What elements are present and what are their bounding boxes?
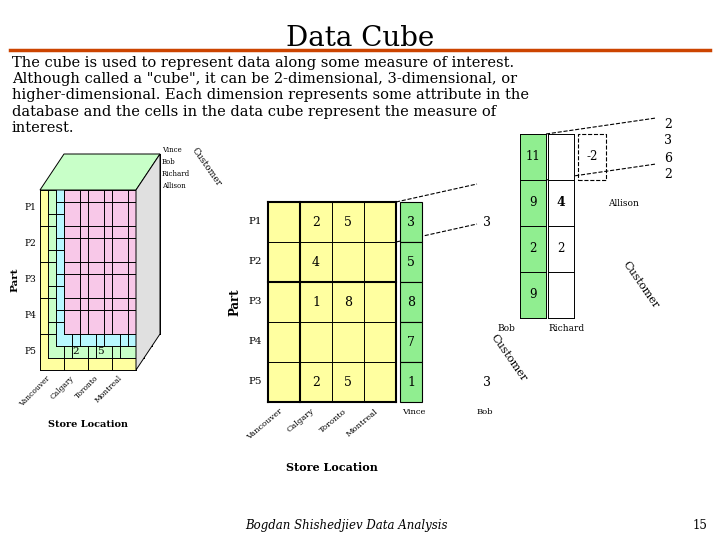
Text: Calgary: Calgary [286, 407, 316, 434]
Text: 5: 5 [344, 215, 352, 228]
Text: P4: P4 [24, 312, 36, 321]
Text: 2: 2 [529, 242, 536, 255]
Text: 11: 11 [526, 151, 541, 164]
Text: P3: P3 [24, 275, 36, 285]
Text: Customer: Customer [489, 333, 528, 383]
Text: 2: 2 [312, 375, 320, 388]
Text: 3: 3 [664, 134, 672, 147]
Text: Allison: Allison [162, 183, 186, 191]
Text: 1: 1 [312, 295, 320, 308]
Text: Vince: Vince [402, 408, 426, 416]
Text: P4: P4 [248, 338, 262, 347]
Bar [268, 202, 396, 402]
Text: 2: 2 [557, 242, 564, 255]
Text: Bob: Bob [162, 158, 176, 166]
Text: 6: 6 [664, 152, 672, 165]
Text: Data Cube: Data Cube [286, 25, 434, 52]
Text: 8: 8 [344, 295, 352, 308]
Text: 4: 4 [73, 240, 79, 248]
Text: P1: P1 [24, 204, 36, 213]
Text: 5: 5 [407, 255, 415, 268]
Text: Customer: Customer [621, 259, 661, 310]
Text: Vancouver: Vancouver [18, 374, 52, 408]
Text: Store Location: Store Location [48, 420, 128, 429]
Text: Bogdan Shishedjiev Data Analysis: Bogdan Shishedjiev Data Analysis [245, 519, 448, 532]
Text: 3: 3 [483, 215, 491, 228]
Text: Richard: Richard [548, 324, 584, 333]
Text: Bob: Bob [477, 408, 493, 416]
Text: Part: Part [11, 268, 19, 292]
Text: The cube is used to represent data along some measure of interest.
Although call: The cube is used to represent data along… [12, 56, 529, 135]
Text: 2: 2 [73, 348, 79, 356]
Text: Vince: Vince [162, 146, 181, 154]
Text: P3: P3 [248, 298, 262, 307]
Text: Toronto: Toronto [318, 407, 348, 434]
Text: P2: P2 [248, 258, 262, 267]
Text: 1: 1 [73, 275, 79, 285]
Text: P5: P5 [24, 348, 36, 356]
Text: Customer: Customer [190, 146, 223, 188]
Text: Bob: Bob [497, 324, 515, 333]
Text: Montreal: Montreal [345, 407, 380, 438]
Text: 5: 5 [96, 204, 103, 213]
Polygon shape [40, 154, 160, 190]
Text: Store Location: Store Location [286, 462, 378, 473]
Text: Allison: Allison [608, 199, 639, 207]
Text: 2: 2 [312, 215, 320, 228]
Text: 15: 15 [693, 519, 708, 532]
Text: 8: 8 [407, 295, 415, 308]
Text: P1: P1 [248, 218, 262, 226]
Text: 1: 1 [407, 375, 415, 388]
Bar [400, 242, 422, 282]
Bar [400, 202, 422, 242]
Bar [548, 134, 574, 318]
Bar [56, 166, 152, 346]
Text: Toronto: Toronto [73, 374, 100, 401]
Text: 9: 9 [529, 197, 536, 210]
Text: P2: P2 [24, 240, 36, 248]
Bar [578, 134, 606, 180]
Text: 4: 4 [312, 255, 320, 268]
Bar [520, 134, 546, 318]
Text: 3: 3 [483, 375, 491, 388]
Polygon shape [136, 154, 160, 370]
Bar [400, 362, 422, 402]
Bar [400, 322, 422, 362]
Text: 2: 2 [73, 204, 79, 213]
Text: 7: 7 [407, 335, 415, 348]
Bar [40, 190, 136, 370]
Bar [48, 178, 144, 358]
Text: -2: -2 [586, 151, 598, 164]
Text: 9: 9 [529, 288, 536, 301]
Text: Montreal: Montreal [94, 374, 124, 404]
Text: Calgary: Calgary [49, 374, 76, 401]
Text: 5: 5 [96, 348, 103, 356]
Text: 2: 2 [664, 118, 672, 131]
Text: P5: P5 [248, 377, 262, 387]
Text: 3: 3 [407, 215, 415, 228]
Bar [64, 154, 160, 334]
Text: Vancouver: Vancouver [245, 407, 284, 442]
Bar [400, 282, 422, 322]
Text: Richard: Richard [162, 171, 190, 178]
Text: 2: 2 [664, 168, 672, 181]
Text: Part: Part [228, 288, 241, 316]
Text: 4: 4 [557, 197, 565, 210]
Text: 5: 5 [344, 375, 352, 388]
Text: 8: 8 [96, 275, 103, 285]
